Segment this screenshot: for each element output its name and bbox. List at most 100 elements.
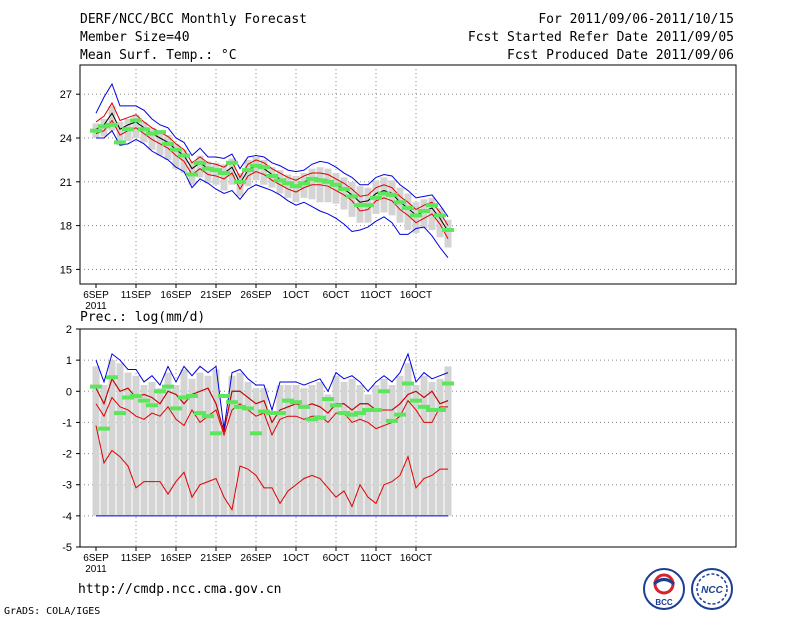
series-1-inner_lower [95, 425, 448, 511]
median-1-36 [378, 389, 390, 394]
median-0-28 [314, 178, 326, 183]
median-1-41 [418, 404, 430, 409]
median-0-44 [442, 227, 454, 232]
median-1-2 [106, 375, 118, 380]
box-0-24 [284, 174, 292, 198]
y-tick-label-1-1: -4 [62, 511, 72, 523]
bcc-logo-text: BCC [655, 598, 673, 607]
median-1-14 [202, 414, 214, 419]
median-1-21 [258, 409, 270, 414]
median-0-29 [322, 179, 334, 184]
median-0-35 [370, 195, 382, 200]
median-0-36 [378, 191, 390, 196]
median-0-0 [90, 128, 102, 133]
box-1-22 [268, 416, 276, 516]
x-tick-label-0-5: 1OCT [283, 290, 310, 301]
box-0-17 [228, 158, 236, 185]
median-0-5 [130, 118, 142, 123]
median-0-43 [434, 213, 446, 218]
x-tick-label-1-3: 21SEP [200, 553, 231, 564]
median-0-38 [394, 200, 406, 205]
median-1-39 [402, 381, 414, 386]
x-tick-label-1-1: 11SEP [121, 553, 152, 564]
box-0-25 [292, 175, 300, 203]
median-0-39 [402, 206, 414, 211]
median-1-20 [250, 431, 262, 436]
x-tick-label-0-0: 6SEP [83, 290, 109, 301]
box-0-40 [412, 202, 420, 233]
box-1-18 [236, 372, 244, 516]
y-tick-label-1-5: 0 [66, 386, 72, 398]
box-1-19 [244, 381, 252, 516]
median-1-38 [394, 412, 406, 417]
box-1-5 [132, 375, 140, 516]
median-0-20 [250, 163, 262, 168]
y-tick-label-0-3: 24 [60, 133, 72, 145]
x-tick-label-1-2: 16SEP [160, 553, 191, 564]
median-1-19 [242, 406, 254, 411]
box-1-37 [388, 385, 396, 516]
box-0-2 [108, 105, 116, 131]
fcst-started-date: Fcst Started Refer Date 2011/09/05 [467, 30, 734, 45]
box-0-13 [196, 155, 204, 178]
box-1-29 [324, 394, 332, 516]
box-0-6 [140, 121, 148, 143]
box-0-27 [308, 168, 316, 200]
temperature-chart: 6SEP 11SEP 16SEP 21SEP 26SEP 1OCT 6OCT 11OCT 16O… [60, 64, 737, 310]
box-1-41 [420, 375, 428, 516]
box-1-0 [92, 366, 100, 516]
median-1-27 [306, 417, 318, 422]
box-1-3 [116, 363, 124, 516]
median-1-35 [370, 407, 382, 412]
y-tick-label-0-2: 21 [60, 177, 72, 189]
y-tick-label-1-0: -5 [62, 542, 72, 554]
median-0-27 [306, 176, 318, 181]
median-0-7 [146, 131, 158, 136]
box-1-43 [436, 378, 444, 516]
box-0-18 [236, 173, 244, 197]
median-1-12 [186, 393, 198, 398]
variable-label: Mean Surf. Temp.: °C [80, 48, 237, 63]
box-1-17 [228, 375, 236, 516]
median-0-9 [162, 141, 174, 146]
series-1-inner_mid [95, 396, 448, 437]
x-tick-label-1-7: 11OCT [360, 553, 392, 564]
median-0-41 [418, 209, 430, 213]
median-0-37 [386, 192, 398, 197]
x-tick-label-1-4: 26SEP [240, 553, 271, 564]
box-0-10 [172, 143, 180, 169]
median-1-22 [266, 411, 278, 416]
box-1-38 [396, 375, 404, 516]
box-0-37 [388, 180, 396, 216]
box-1-6 [140, 385, 148, 516]
box-1-15 [212, 369, 220, 516]
median-1-1 [98, 426, 110, 431]
x-tick-label-1-0: 6SEP [83, 553, 109, 564]
median-1-28 [314, 415, 326, 420]
box-0-21 [260, 159, 268, 185]
box-0-26 [300, 173, 308, 198]
plot-frame-0 [79, 64, 737, 285]
y-tick-label-1-3: -2 [62, 449, 72, 461]
box-1-8 [156, 388, 164, 516]
box-0-30 [332, 173, 340, 204]
median-0-25 [290, 184, 302, 189]
bcc-logo: BCC [643, 568, 685, 610]
median-1-30 [330, 403, 342, 408]
box-0-31 [340, 177, 348, 210]
box-1-12 [188, 378, 196, 516]
box-1-10 [172, 385, 180, 516]
box-1-30 [332, 375, 340, 516]
median-1-29 [322, 397, 334, 402]
median-1-16 [218, 393, 230, 398]
median-0-34 [362, 203, 374, 208]
x-tick-label-0-8: 16OCT [400, 290, 432, 301]
y-tick-label-1-2: -3 [62, 480, 72, 492]
box-0-38 [396, 187, 404, 223]
y-tick-label-1-6: 1 [66, 355, 72, 367]
box-1-33 [356, 385, 364, 516]
median-0-12 [186, 172, 198, 177]
box-0-15 [212, 162, 220, 185]
source-url: http://cmdp.ncc.cma.gov.cn [78, 582, 282, 597]
series-0-inner_upper [95, 101, 449, 226]
